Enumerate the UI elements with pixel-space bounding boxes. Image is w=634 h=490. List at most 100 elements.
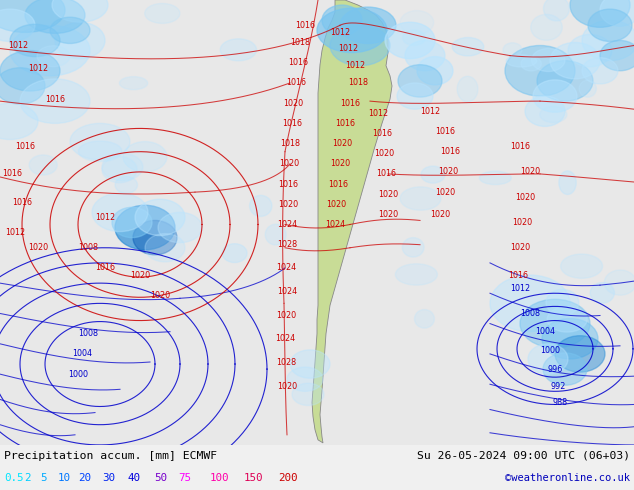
Text: 1020: 1020 [279, 159, 299, 168]
Text: 1000: 1000 [68, 369, 88, 379]
Text: 10: 10 [58, 473, 71, 483]
Ellipse shape [547, 307, 587, 332]
Ellipse shape [0, 68, 45, 104]
Ellipse shape [55, 22, 105, 59]
Text: 1008: 1008 [520, 309, 540, 318]
Text: 1016: 1016 [95, 264, 115, 272]
Text: 1016: 1016 [510, 142, 530, 151]
Ellipse shape [292, 383, 324, 406]
Text: 100: 100 [210, 473, 230, 483]
Text: 1012: 1012 [420, 107, 440, 116]
Ellipse shape [525, 96, 565, 126]
Ellipse shape [50, 17, 90, 44]
Text: 1020: 1020 [435, 188, 455, 196]
Ellipse shape [158, 212, 202, 243]
Ellipse shape [119, 76, 148, 90]
Text: 1012: 1012 [510, 284, 530, 293]
Text: 1016: 1016 [295, 21, 315, 30]
Ellipse shape [531, 49, 565, 72]
Text: 1028: 1028 [277, 240, 297, 249]
Text: 1016: 1016 [376, 170, 396, 178]
Text: 1020: 1020 [510, 243, 530, 252]
Text: 1012: 1012 [330, 28, 350, 37]
Text: 1018: 1018 [348, 78, 368, 87]
Ellipse shape [290, 350, 330, 378]
Text: 1020: 1020 [512, 218, 532, 227]
Text: 1024: 1024 [277, 220, 297, 229]
Text: 1016: 1016 [282, 119, 302, 128]
Ellipse shape [102, 153, 143, 181]
Ellipse shape [560, 254, 602, 278]
Text: 1024: 1024 [275, 334, 295, 343]
Ellipse shape [115, 205, 175, 250]
Ellipse shape [0, 103, 38, 140]
Ellipse shape [10, 25, 90, 76]
Text: 1020: 1020 [332, 139, 352, 148]
Text: 1020: 1020 [278, 200, 298, 209]
Text: 5: 5 [40, 473, 46, 483]
Ellipse shape [115, 176, 138, 194]
Text: 1016: 1016 [340, 98, 360, 108]
Text: 1020: 1020 [515, 193, 535, 202]
Ellipse shape [102, 156, 137, 183]
Ellipse shape [403, 238, 424, 257]
Text: 1024: 1024 [277, 287, 297, 296]
Ellipse shape [570, 0, 630, 27]
Text: 1020: 1020 [374, 149, 394, 158]
Text: 1012: 1012 [5, 228, 25, 237]
Text: 1020: 1020 [28, 243, 48, 252]
Text: 1024: 1024 [325, 220, 345, 229]
Ellipse shape [490, 275, 570, 332]
Text: 20: 20 [78, 473, 91, 483]
Ellipse shape [506, 55, 537, 67]
Ellipse shape [604, 270, 634, 295]
Ellipse shape [20, 79, 90, 123]
Text: 1016: 1016 [45, 95, 65, 103]
Text: 50: 50 [154, 473, 167, 483]
Text: 1016: 1016 [286, 78, 306, 87]
Ellipse shape [590, 283, 614, 303]
Text: 992: 992 [550, 382, 566, 391]
Text: 1012: 1012 [338, 44, 358, 53]
Text: 200: 200 [278, 473, 297, 483]
Ellipse shape [543, 0, 569, 21]
Ellipse shape [133, 220, 177, 255]
Text: 1020: 1020 [130, 270, 150, 279]
Ellipse shape [505, 46, 575, 96]
Text: 1012: 1012 [28, 64, 48, 74]
Ellipse shape [220, 39, 257, 61]
Text: 30: 30 [102, 473, 115, 483]
Text: 1016: 1016 [2, 170, 22, 178]
Ellipse shape [568, 34, 612, 67]
Ellipse shape [579, 80, 597, 97]
Ellipse shape [322, 5, 362, 35]
Text: 1016: 1016 [15, 142, 35, 151]
Text: 1012: 1012 [345, 61, 365, 70]
Ellipse shape [415, 310, 434, 328]
Text: 2: 2 [24, 473, 30, 483]
Text: ©weatheronline.co.uk: ©weatheronline.co.uk [505, 473, 630, 483]
Ellipse shape [123, 142, 167, 172]
Ellipse shape [145, 3, 180, 24]
Text: 1016: 1016 [288, 58, 308, 67]
Ellipse shape [559, 171, 576, 195]
Ellipse shape [600, 41, 634, 71]
Text: Su 26-05-2024 09:00 UTC (06+03): Su 26-05-2024 09:00 UTC (06+03) [417, 451, 630, 461]
Text: 1012: 1012 [368, 109, 388, 118]
Text: 1016: 1016 [508, 270, 528, 279]
Ellipse shape [222, 244, 247, 263]
Ellipse shape [135, 199, 185, 236]
Ellipse shape [112, 207, 152, 238]
Text: 1020: 1020 [276, 311, 296, 320]
Text: 75: 75 [178, 473, 191, 483]
Ellipse shape [385, 22, 435, 59]
Polygon shape [312, 0, 392, 443]
Ellipse shape [330, 25, 390, 66]
Ellipse shape [287, 367, 323, 392]
Ellipse shape [479, 171, 511, 185]
Ellipse shape [421, 166, 445, 183]
Ellipse shape [0, 50, 60, 91]
Text: 1016: 1016 [278, 179, 298, 189]
Ellipse shape [403, 30, 425, 46]
Text: 150: 150 [244, 473, 264, 483]
